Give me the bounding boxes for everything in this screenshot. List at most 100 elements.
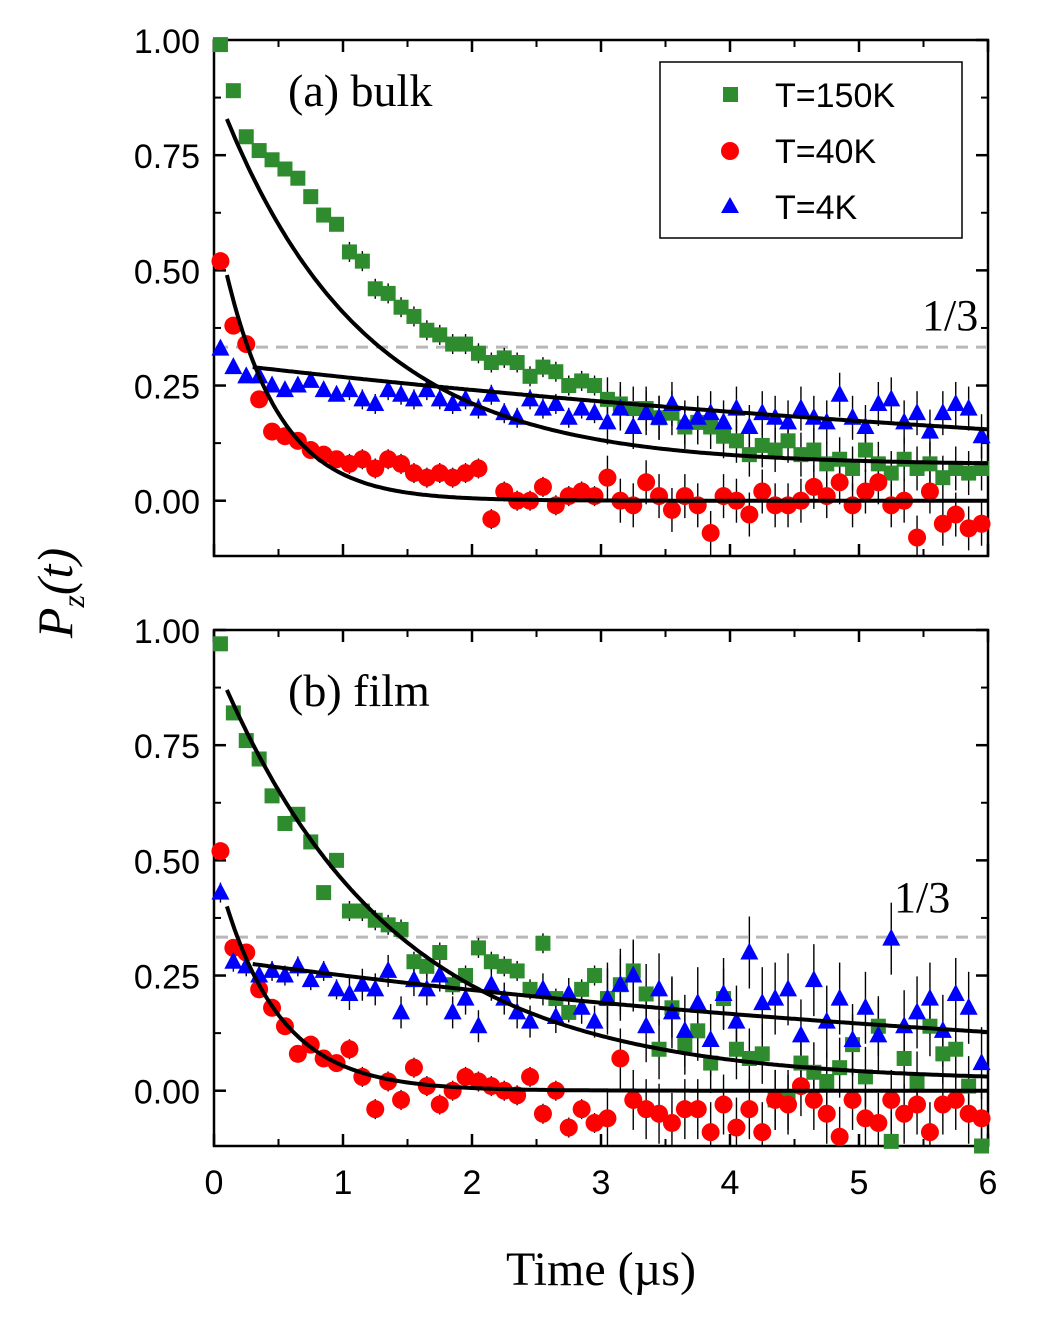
data-point-4k <box>637 403 656 421</box>
data-point-4k <box>224 951 243 969</box>
data-point-4k <box>650 979 669 997</box>
legend-box <box>659 61 963 239</box>
data-point-4k <box>366 393 385 411</box>
data-point-40k <box>895 1104 914 1123</box>
data-point-150k <box>458 336 474 352</box>
data-point-4k <box>392 1002 411 1020</box>
data-point-40k <box>972 1109 991 1128</box>
y-tick-label: 0.75 <box>134 728 200 766</box>
data-point-4k <box>766 988 785 1006</box>
data-point-150k <box>329 852 345 868</box>
legend: T=150K T=40K T=4K <box>659 61 963 239</box>
data-point-40k <box>340 1040 359 1059</box>
data-point-40k <box>611 1049 630 1068</box>
data-point-4k <box>714 412 733 430</box>
data-point-150k <box>341 244 357 260</box>
data-point-150k <box>909 1074 925 1089</box>
data-point-150k <box>535 935 551 951</box>
data-point-4k <box>533 398 552 416</box>
data-point-4k <box>869 1025 888 1043</box>
legend-marker-150k <box>723 87 738 102</box>
data-point-4k <box>895 412 914 430</box>
data-point-150k <box>303 189 319 205</box>
data-point-4k <box>740 942 759 960</box>
data-point-4k <box>340 983 359 1001</box>
data-point-150k <box>716 428 732 444</box>
data-point-40k <box>920 1123 939 1142</box>
x-tick-label: 2 <box>463 1164 482 1202</box>
y-label-sub: z <box>55 595 91 609</box>
data-point-4k <box>379 960 398 978</box>
y-tick-label: 1.00 <box>134 23 200 61</box>
data-point-40k <box>559 1118 578 1137</box>
data-point-150k <box>264 788 280 804</box>
data-point-4k <box>740 417 759 434</box>
data-point-4k <box>417 380 436 398</box>
data-point-40k <box>392 454 411 473</box>
panel-a-bulk: 1.00 0.75 0.50 0.25 0.00 (a) bulk 1/3 T=150K… <box>134 23 991 558</box>
x-tick-label: 4 <box>721 1164 740 1202</box>
data-point-40k <box>662 1113 681 1132</box>
data-point-150k <box>974 1138 990 1154</box>
data-point-4k <box>779 412 798 430</box>
data-point-4k <box>533 979 552 997</box>
data-point-4k <box>353 974 372 992</box>
data-point-150k <box>574 981 590 997</box>
data-point-40k <box>908 528 927 547</box>
data-point-4k <box>314 380 333 398</box>
data-point-150k <box>754 437 770 453</box>
data-point-40k <box>404 1058 423 1077</box>
data-point-4k <box>263 960 282 978</box>
data-point-150k <box>728 1041 744 1057</box>
data-point-40k <box>624 1090 643 1109</box>
y-label-arg: (t) <box>27 548 83 595</box>
data-point-4k <box>688 993 707 1011</box>
panel-b-markers <box>211 636 991 1154</box>
data-point-150k <box>225 83 241 99</box>
data-point-150k <box>522 368 538 384</box>
data-point-4k <box>972 1053 991 1071</box>
data-point-40k <box>675 1100 694 1119</box>
data-point-4k <box>611 398 630 416</box>
panel-b-ticks: 1.00 0.75 0.50 0.25 0.00 0 1 2 3 4 5 6 <box>134 613 998 1202</box>
data-point-4k <box>830 988 849 1006</box>
data-point-150k <box>406 308 422 324</box>
data-point-40k <box>946 505 965 524</box>
data-point-4k <box>817 412 836 430</box>
fit-curve-4k <box>252 365 989 432</box>
y-label-main: P <box>27 608 83 640</box>
x-tick-label: 1 <box>334 1164 353 1202</box>
x-tick-label: 0 <box>205 1164 224 1202</box>
y-tick-label: 1.00 <box>134 613 200 651</box>
data-point-4k <box>856 417 875 434</box>
data-point-150k <box>561 1004 577 1020</box>
data-point-40k <box>882 1090 901 1109</box>
data-point-40k <box>250 390 269 409</box>
data-point-40k <box>211 252 230 271</box>
x-tick-label: 6 <box>979 1164 998 1202</box>
data-point-4k <box>340 380 359 398</box>
data-point-4k <box>559 407 578 425</box>
data-point-150k <box>264 152 280 168</box>
data-point-150k <box>509 963 525 979</box>
data-point-4k <box>882 389 901 407</box>
data-point-4k <box>624 417 643 434</box>
data-point-40k <box>830 1127 849 1146</box>
data-point-4k <box>211 338 230 356</box>
panel-b-ref-label: 1/3 <box>894 873 950 922</box>
legend-label-4k: T=4K <box>775 189 858 227</box>
data-point-4k <box>791 1025 810 1043</box>
data-point-150k <box>754 1046 770 1062</box>
data-point-4k <box>482 974 501 992</box>
y-tick-label: 0.00 <box>134 1074 200 1112</box>
data-point-150k <box>290 170 306 186</box>
data-point-4k <box>908 403 927 421</box>
data-point-150k <box>703 419 719 435</box>
data-point-150k <box>341 903 357 919</box>
data-point-4k <box>572 398 591 416</box>
data-point-150k <box>638 986 654 1002</box>
data-point-4k <box>417 979 436 997</box>
data-point-150k <box>806 442 822 458</box>
data-point-4k <box>701 1030 720 1048</box>
